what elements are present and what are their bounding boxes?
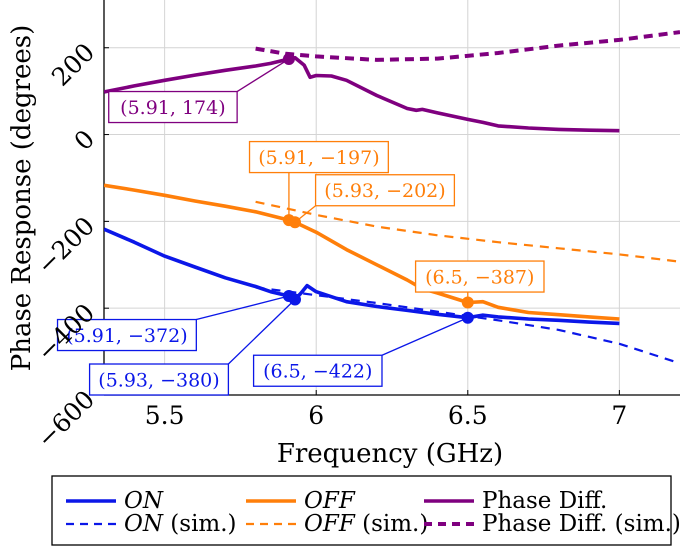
annotation: (6.5, −422) bbox=[252, 317, 469, 387]
annotation-label: (6.5, −422) bbox=[263, 361, 372, 383]
legend-entry-on-sim: ON (sim.) bbox=[66, 511, 237, 537]
legend-entry-off: OFF bbox=[246, 488, 356, 514]
x-tick-label: 6 bbox=[308, 401, 324, 430]
annotation: (6.5, −387) bbox=[414, 260, 545, 303]
annotation-label: (5.93, −202) bbox=[324, 180, 445, 202]
series-line-diff-sim bbox=[255, 30, 680, 62]
y-tick-label: 0 bbox=[68, 124, 100, 156]
series-lines bbox=[104, 30, 680, 365]
annotation: (5.91, 174) bbox=[108, 58, 290, 124]
grid-lines bbox=[104, 0, 680, 396]
annotation: (5.93, −202) bbox=[294, 174, 456, 223]
annotation: (5.91, −197) bbox=[248, 140, 389, 221]
legend-box bbox=[51, 475, 672, 546]
legend-label: Phase Diff. bbox=[482, 488, 607, 514]
annotation-box bbox=[88, 363, 230, 396]
series-line-off bbox=[104, 183, 620, 321]
x-tick-label: 6.5 bbox=[448, 401, 488, 430]
annotation-label: (5.91, −197) bbox=[258, 147, 379, 169]
annotations: (5.91, 174) (5.91, −197) (5.93, −202) (6.5,… bbox=[56, 58, 545, 396]
annotation-leader bbox=[196, 295, 290, 321]
annotation-leader bbox=[294, 205, 316, 223]
annotation: (5.91, −372) bbox=[56, 295, 290, 352]
legend-entry-on: ON bbox=[66, 488, 164, 514]
legend-label: ON (sim.) bbox=[124, 511, 237, 537]
annotation-leader bbox=[227, 299, 296, 365]
legend-label: ON bbox=[124, 488, 164, 514]
legend-entry-diff: Phase Diff. bbox=[424, 488, 607, 514]
series-line-off-sim bbox=[255, 200, 680, 263]
legend-entry-diff-sim: Phase Diff. (sim.) bbox=[424, 511, 680, 537]
annotation-label: (5.93, −380) bbox=[98, 370, 219, 392]
x-axis-title: Frequency (GHz) bbox=[277, 439, 503, 469]
legend-label: Phase Diff. (sim.) bbox=[482, 511, 680, 537]
x-tick-label: 7 bbox=[611, 401, 627, 430]
legend-label: OFF bbox=[304, 488, 356, 514]
annotation-box bbox=[56, 318, 197, 352]
annotation-leader bbox=[381, 317, 469, 356]
annotation-box bbox=[108, 90, 238, 124]
annotation-label: (6.5, −387) bbox=[425, 267, 534, 289]
series-line-on bbox=[104, 227, 620, 326]
annotation-leader bbox=[236, 58, 290, 93]
y-tick-label: 200 bbox=[46, 37, 100, 91]
legend: ON OFF Phase Diff. ON (sim.) OFF (sim.) Phase… bbox=[51, 475, 680, 546]
y-tick-label: −200 bbox=[31, 211, 100, 280]
annotation-label: (5.91, −372) bbox=[66, 325, 187, 347]
y-axis-title: Phase Response (degrees) bbox=[7, 25, 37, 372]
x-tick-label: 5.5 bbox=[145, 401, 185, 430]
annotation: (5.93, −380) bbox=[88, 299, 296, 396]
legend-entry-off-sim: OFF (sim.) bbox=[246, 511, 428, 537]
annotation-box bbox=[414, 260, 545, 293]
legend-label: OFF (sim.) bbox=[304, 511, 428, 537]
annotation-box bbox=[314, 174, 456, 207]
series-line-diff bbox=[104, 55, 620, 133]
y-tick-label: −600 bbox=[31, 385, 100, 454]
annotation-label: (5.91, 174) bbox=[120, 97, 225, 119]
annotation-box bbox=[252, 354, 383, 387]
annotation-box bbox=[248, 140, 389, 174]
